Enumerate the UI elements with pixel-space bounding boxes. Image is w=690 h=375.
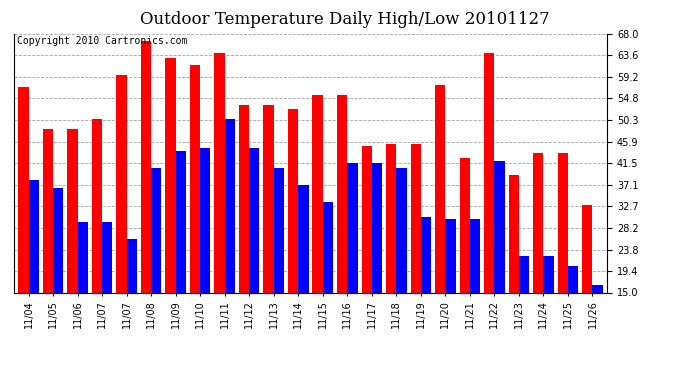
Bar	[117, 75, 126, 292]
Bar	[411, 144, 421, 292]
Bar	[460, 158, 470, 292]
Bar	[126, 239, 137, 292]
Bar	[18, 87, 28, 292]
Bar	[53, 188, 63, 292]
Bar	[225, 119, 235, 292]
Bar	[396, 168, 406, 292]
Bar	[484, 53, 495, 292]
Bar	[435, 85, 445, 292]
Bar	[141, 41, 151, 292]
Bar	[151, 168, 161, 292]
Bar	[470, 219, 480, 292]
Bar	[200, 148, 210, 292]
Bar	[568, 266, 578, 292]
Bar	[495, 160, 504, 292]
Bar	[264, 105, 274, 292]
Bar	[323, 202, 333, 292]
Bar	[28, 180, 39, 292]
Bar	[176, 151, 186, 292]
Bar	[337, 95, 347, 292]
Bar	[313, 95, 323, 292]
Bar	[386, 144, 396, 292]
Bar	[421, 217, 431, 292]
Bar	[347, 163, 357, 292]
Bar	[166, 58, 176, 292]
Bar	[519, 256, 529, 292]
Bar	[274, 168, 284, 292]
Bar	[372, 163, 382, 292]
Bar	[544, 256, 554, 292]
Bar	[558, 153, 568, 292]
Bar	[533, 153, 544, 292]
Bar	[362, 146, 372, 292]
Bar	[593, 285, 603, 292]
Bar	[509, 176, 519, 292]
Bar	[190, 66, 200, 292]
Bar	[77, 222, 88, 292]
Text: Outdoor Temperature Daily High/Low 20101127: Outdoor Temperature Daily High/Low 20101…	[140, 11, 550, 28]
Text: Copyright 2010 Cartronics.com: Copyright 2010 Cartronics.com	[17, 36, 187, 46]
Bar	[582, 205, 593, 292]
Bar	[67, 129, 77, 292]
Bar	[92, 119, 102, 292]
Bar	[249, 148, 259, 292]
Bar	[239, 105, 249, 292]
Bar	[445, 219, 455, 292]
Bar	[43, 129, 53, 292]
Bar	[288, 110, 298, 292]
Bar	[215, 53, 225, 292]
Bar	[298, 185, 308, 292]
Bar	[102, 222, 112, 292]
